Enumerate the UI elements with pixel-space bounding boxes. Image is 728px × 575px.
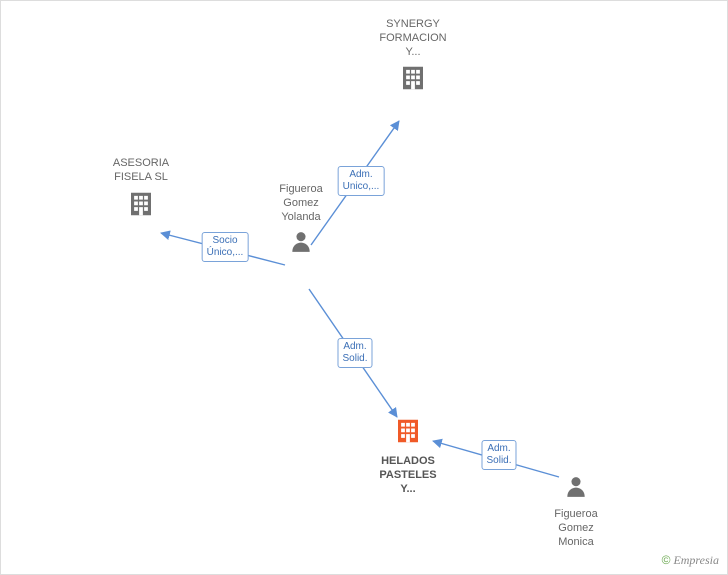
edge-label: Adm. Solid.: [337, 338, 372, 368]
edge-label: Socio Único,...: [202, 232, 249, 262]
building-icon: [398, 63, 428, 98]
company-asesoria[interactable]: ASESORIA FISELA SL: [81, 157, 201, 224]
node-label: SYNERGY FORMACION Y...: [353, 18, 473, 59]
node-label: HELADOS PASTELES Y...: [348, 455, 468, 496]
building-icon: [126, 189, 156, 224]
edge-label: Adm. Unico,...: [338, 166, 385, 196]
diagram-canvas: ASESORIA FISELA SL SYNERGY FORMACION Y..…: [0, 0, 728, 575]
node-label: ASESORIA FISELA SL: [81, 157, 201, 185]
building-icon: [393, 416, 423, 451]
company-helados[interactable]: HELADOS PASTELES Y...: [348, 416, 468, 496]
edge-label: Adm. Solid.: [481, 440, 516, 470]
person-icon: [288, 228, 314, 259]
watermark-text: Empresia: [673, 553, 719, 567]
watermark: ©Empresia: [662, 553, 719, 568]
person-icon: [563, 473, 589, 504]
company-synergy[interactable]: SYNERGY FORMACION Y...: [353, 18, 473, 98]
copyright-symbol: ©: [662, 553, 671, 567]
node-label: Figueroa Gomez Monica: [516, 508, 636, 549]
person-monica[interactable]: Figueroa Gomez Monica: [516, 473, 636, 549]
